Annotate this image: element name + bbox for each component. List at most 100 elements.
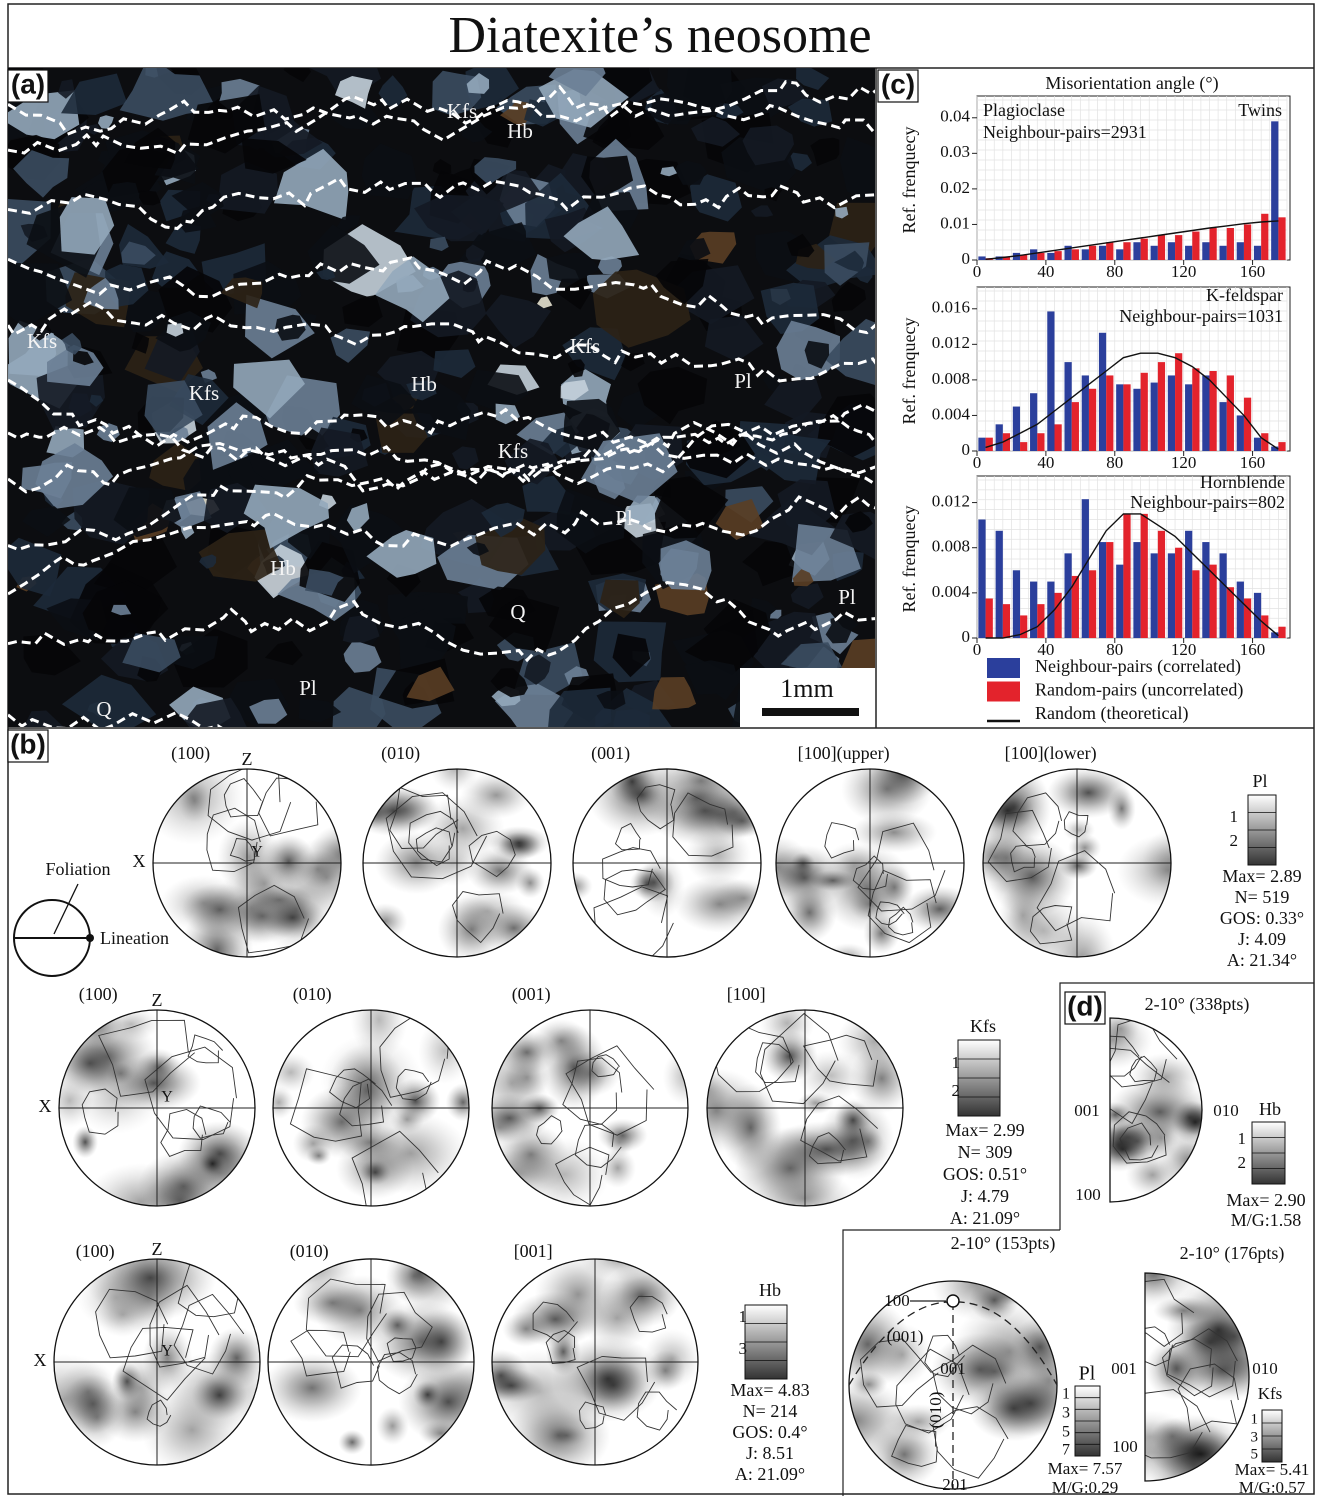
histogram-bar <box>1072 402 1079 451</box>
density-blob <box>1059 852 1098 879</box>
key-title: Hb <box>759 1280 781 1300</box>
x-tick-label: 120 <box>1171 453 1197 472</box>
axis-label: 010 <box>1213 1101 1239 1120</box>
mineral-label: Hb <box>411 372 437 396</box>
stereonet <box>667 998 914 1226</box>
histogram-bar <box>1227 228 1234 260</box>
density-blob <box>837 1009 911 1074</box>
histogram-bar <box>1202 375 1209 451</box>
histogram-bar <box>1047 311 1054 451</box>
density-blob <box>668 790 770 838</box>
histogram-bar <box>1192 232 1199 260</box>
y-tick-label: 0.004 <box>932 404 971 423</box>
mineral-label: Kfs <box>447 99 477 123</box>
histogram-bar <box>1133 542 1140 638</box>
mineral-label: Hb <box>507 119 533 143</box>
axis-label: 100 <box>884 1291 910 1310</box>
y-tick-label: 0.012 <box>932 491 970 510</box>
stereonet <box>558 753 777 965</box>
axis-label: 001 <box>940 1359 966 1378</box>
histogram-bar <box>986 599 993 639</box>
histogram-bar <box>1254 438 1261 451</box>
key-tick: 3 <box>1251 1429 1259 1445</box>
histogram-bar <box>1175 353 1182 451</box>
y-tick-label: 0 <box>962 440 971 459</box>
page: { "title": "Diatexite’s neosome", "panel… <box>0 0 1321 1496</box>
histogram-bar <box>1141 514 1148 638</box>
histogram-bar <box>978 256 985 260</box>
mineral-label: Q <box>510 600 525 624</box>
density-blob <box>1102 1012 1140 1045</box>
key-tick: 5 <box>1062 1424 1070 1441</box>
mineral-label: Pl <box>299 676 317 700</box>
density-blob <box>103 1007 160 1041</box>
panel-label: (a) <box>11 68 45 99</box>
key-tick: 1 <box>1062 1386 1070 1403</box>
pole-figure-title: (001) <box>512 984 551 1005</box>
axis-label: X <box>133 851 146 871</box>
mineral-label: Kfs <box>498 439 528 463</box>
histogram-bar <box>1030 393 1037 451</box>
legend-label: Neighbour-pairs (correlated) <box>1035 656 1241 677</box>
histogram-bar <box>1037 433 1044 451</box>
histogram-bar <box>1055 424 1062 451</box>
axis-title: 2-10° (338pts) <box>1145 994 1250 1015</box>
y-tick-label: 0.016 <box>932 298 970 317</box>
stat: J: 4.09 <box>1238 929 1286 949</box>
histogram-bar <box>1106 542 1113 638</box>
histogram-bar <box>996 531 1003 638</box>
histogram-bar <box>1192 368 1199 451</box>
histogram-bar <box>1123 514 1130 638</box>
histogram-bar <box>996 424 1003 451</box>
mineral-label: Kfs <box>189 381 219 405</box>
pole-figure-title: [100](lower) <box>1005 743 1097 764</box>
histogram-bar <box>1082 249 1089 260</box>
axis-title: 2-10° (153pts) <box>951 1233 1056 1254</box>
stereonet <box>348 745 551 962</box>
density-blob <box>306 1146 331 1165</box>
x-tick-label: 0 <box>973 262 982 281</box>
stereonet <box>263 980 480 1222</box>
histogram-bar <box>1261 214 1268 260</box>
x-tick-label: 160 <box>1240 640 1266 659</box>
density <box>10 1234 278 1475</box>
density-blob <box>1047 767 1130 818</box>
pole-figure-title: (100) <box>76 1241 115 1262</box>
density <box>348 745 551 962</box>
histogram-bar <box>1089 570 1096 638</box>
histogram-bar <box>1064 362 1071 451</box>
density-blob <box>684 1068 728 1111</box>
key-tick: 2 <box>952 1081 961 1100</box>
plot-area <box>977 96 1290 260</box>
histogram-bar <box>1030 249 1037 260</box>
density-blob <box>338 1430 366 1455</box>
histogram-bar <box>1133 242 1140 260</box>
legend-swatch <box>987 682 1020 702</box>
histogram-bar <box>1278 627 1285 638</box>
pole-figure-title: [001] <box>514 1241 553 1261</box>
pole-figure-title: (100) <box>79 984 118 1005</box>
density-blob <box>376 1407 409 1445</box>
axis-label: 201 <box>942 1475 968 1494</box>
key-tick: 7 <box>1062 1442 1070 1459</box>
histogram-bar <box>1089 246 1096 260</box>
histogram-bar <box>978 520 985 639</box>
histogram-bar <box>1271 121 1278 260</box>
density-blob <box>516 867 545 898</box>
histogram-bar <box>1055 251 1062 260</box>
mineral-label: Q <box>96 697 111 721</box>
axis-label: 001 <box>1111 1359 1137 1378</box>
density-blob <box>663 1048 711 1106</box>
density-blob <box>630 867 665 900</box>
histogram-bar <box>1013 570 1020 638</box>
inset-label: Foliation <box>45 859 110 879</box>
histogram-bar <box>1158 531 1165 638</box>
x-axis-title: Misorientation angle (°) <box>1045 73 1218 94</box>
histogram-bar <box>1185 384 1192 451</box>
y-tick-label: 0.008 <box>932 369 970 388</box>
axis-label: 100 <box>1112 1437 1138 1456</box>
histogram-bar <box>1185 246 1192 260</box>
histogram-bar <box>1219 246 1226 260</box>
x-tick-label: 0 <box>973 453 982 472</box>
x-tick-label: 80 <box>1106 453 1123 472</box>
